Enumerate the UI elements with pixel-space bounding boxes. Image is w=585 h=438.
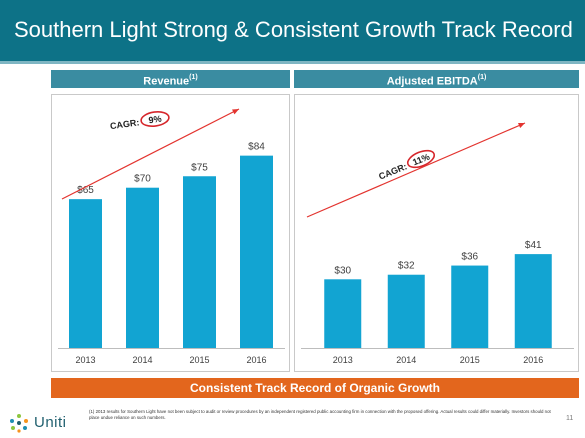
ebitda-cagr-label: CAGR: xyxy=(377,161,408,181)
ebitda-value-label: $30 xyxy=(334,265,351,276)
revenue-cagr-value: 9% xyxy=(148,114,162,126)
ebitda-bar xyxy=(514,254,552,348)
revenue-bar xyxy=(126,187,159,348)
revenue-panel: $65 2013 $70 2014 $75 2015 $84 2016 CAGR: 9% xyxy=(51,94,290,372)
revenue-tick-label: 2016 xyxy=(246,355,266,365)
ebitda-bar xyxy=(451,265,489,348)
revenue-tick-label: 2013 xyxy=(75,355,95,365)
ebitda-value-label: $36 xyxy=(461,252,478,263)
revenue-chart-title: Revenue xyxy=(143,75,190,88)
revenue-footnote-mark: (1) xyxy=(189,74,198,81)
ebitda-cagr-oval xyxy=(406,149,436,169)
ebitda-tick-label: 2015 xyxy=(460,355,480,365)
ebitda-tick-label: 2014 xyxy=(396,355,416,365)
ebitda-value-label: $32 xyxy=(398,261,415,272)
revenue-tick-label: 2015 xyxy=(189,355,209,365)
uniti-logo: Uniti xyxy=(8,413,90,433)
uniti-logo-icon xyxy=(10,414,28,433)
revenue-cagr-annotation: CAGR: 9% xyxy=(109,110,170,131)
footnote: (1) 2013 results for Southern Light have… xyxy=(89,409,551,420)
ebitda-bar xyxy=(324,279,362,348)
revenue-cagr-oval xyxy=(140,110,170,128)
revenue-value-label: $84 xyxy=(248,142,265,153)
title-bar: Southern Light Strong & Consistent Growt… xyxy=(0,0,585,61)
ebitda-bar xyxy=(387,274,425,348)
ebitda-footnote-mark: (1) xyxy=(477,74,487,81)
slide-title: Southern Light Strong & Consistent Growt… xyxy=(14,17,573,42)
revenue-panel-header: Revenue(1) xyxy=(51,70,290,88)
growth-banner: Consistent Track Record of Organic Growt… xyxy=(51,378,579,398)
revenue-value-label: $70 xyxy=(134,174,151,185)
title-rule xyxy=(0,61,585,64)
revenue-bar xyxy=(240,155,273,348)
revenue-cagr-label: CAGR: xyxy=(109,117,140,131)
revenue-trend-arrow xyxy=(61,108,240,200)
revenue-arrow-head xyxy=(232,109,239,115)
revenue-chart: $65 2013 $70 2014 $75 2015 $84 2016 CAGR: 9% xyxy=(58,108,285,365)
revenue-bar xyxy=(69,199,102,348)
revenue-value-label: $65 xyxy=(77,185,94,196)
revenue-bar xyxy=(183,176,216,348)
ebitda-panel: $30 2013 $32 2014 $36 2015 $41 2016 CAGR: 11% xyxy=(294,94,579,372)
ebitda-value-label: $41 xyxy=(525,240,542,251)
revenue-tick-label: 2014 xyxy=(132,355,152,365)
revenue-value-label: $75 xyxy=(191,162,208,173)
ebitda-trend-arrow xyxy=(306,122,526,218)
ebitda-arrow-head xyxy=(518,123,525,129)
logo-text: Uniti xyxy=(34,414,67,431)
ebitda-tick-label: 2013 xyxy=(333,355,353,365)
page-number: 11 xyxy=(566,415,574,422)
ebitda-tick-label: 2016 xyxy=(523,355,543,365)
ebitda-chart-title: Adjusted EBITDA xyxy=(386,75,478,88)
ebitda-panel-header: Adjusted EBITDA(1) xyxy=(294,70,579,88)
